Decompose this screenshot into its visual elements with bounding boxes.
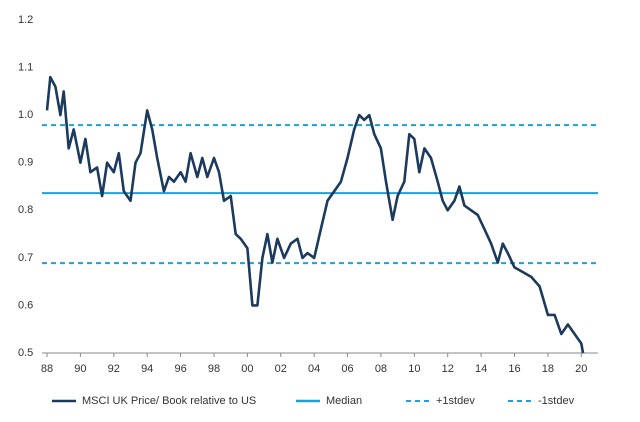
x-tick-label: 92 — [108, 363, 120, 375]
y-tick-label: 0.8 — [18, 204, 33, 216]
y-tick-label: 1.1 — [18, 61, 33, 73]
x-tick-label: 20 — [575, 363, 587, 375]
y-tick-label: 0.6 — [18, 299, 33, 311]
x-tick-label: 14 — [475, 363, 487, 375]
x-tick-label: 06 — [341, 363, 353, 375]
legend-label: +1stdev — [436, 395, 475, 407]
x-tick-label: 16 — [508, 363, 520, 375]
y-tick-label: 1.0 — [18, 109, 33, 121]
x-tick-label: 98 — [208, 363, 220, 375]
y-tick-label: 0.7 — [18, 252, 33, 264]
legend-label: Median — [326, 395, 362, 407]
y-tick-label: 1.2 — [18, 14, 33, 26]
x-tick-label: 10 — [408, 363, 420, 375]
x-tick-label: 04 — [308, 363, 320, 375]
x-tick-label: 18 — [542, 363, 554, 375]
x-tick-label: 88 — [41, 363, 53, 375]
legend-label: MSCI UK Price/ Book relative to US — [82, 395, 256, 407]
x-tick-label: 00 — [241, 363, 253, 375]
x-tick-label: 02 — [275, 363, 287, 375]
legend-label: -1stdev — [538, 395, 575, 407]
x-tick-label: 96 — [174, 363, 186, 375]
y-tick-label: 0.9 — [18, 157, 33, 169]
data-line — [45, 75, 585, 354]
x-tick-label: 94 — [141, 363, 153, 375]
y-tick-label: 0.5 — [18, 347, 33, 359]
x-tick-label: 08 — [375, 363, 387, 375]
x-tick-label: 12 — [442, 363, 454, 375]
x-tick-label: 90 — [74, 363, 86, 375]
